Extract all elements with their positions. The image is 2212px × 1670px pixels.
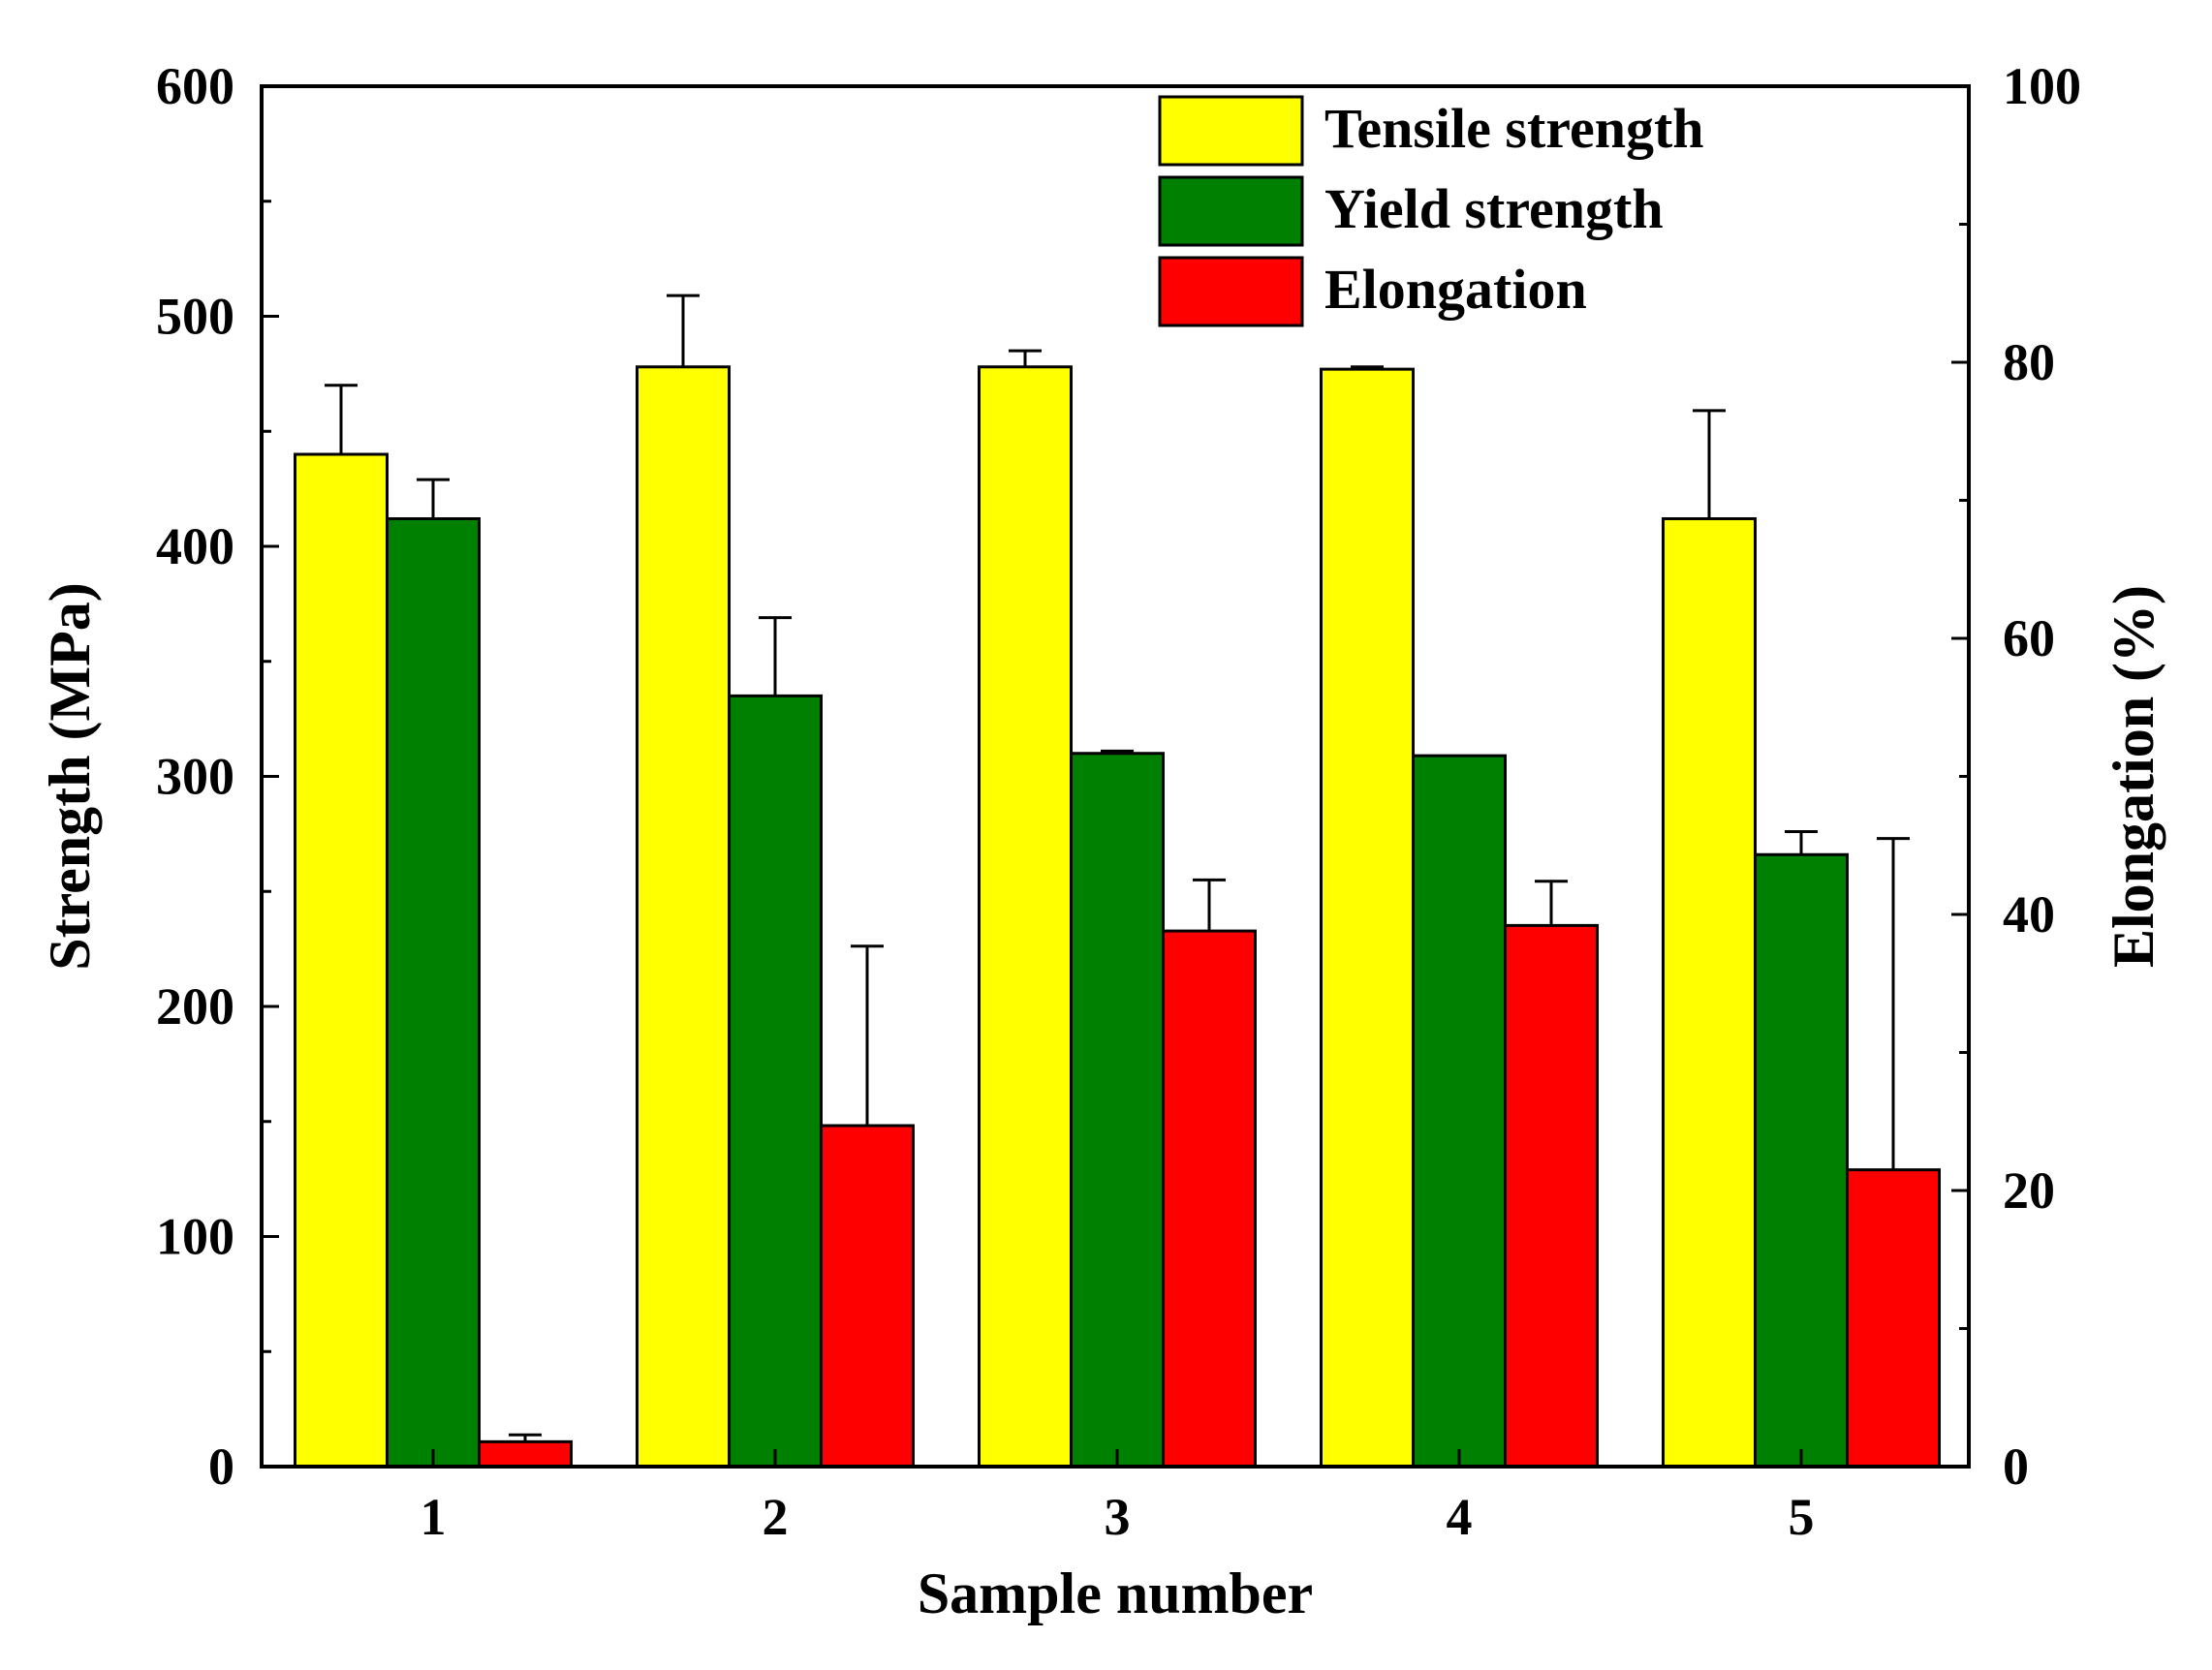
bar-elongation-sample-1 <box>478 1439 573 1469</box>
legend-swatch-yield-strength <box>1158 175 1304 247</box>
bars-layer <box>294 365 1941 1469</box>
y-right-tick-label: 100 <box>2003 57 2081 115</box>
y-left-tick-label: 200 <box>156 977 234 1036</box>
legend-label-tensile-strength: Tensile strength <box>1324 97 1704 160</box>
bar-elongation-sample-4 <box>1504 923 1599 1469</box>
bar-elongation-sample-5 <box>1846 1168 1941 1469</box>
y-left-tick-label: 600 <box>156 57 234 115</box>
y-right-tick-label: 20 <box>2003 1161 2055 1220</box>
ticks-layer <box>262 84 1969 1469</box>
bar-yield-strength-sample-4 <box>1412 754 1507 1469</box>
y-right-tick-label: 0 <box>2003 1438 2029 1496</box>
y-left-tick-label: 100 <box>156 1208 234 1266</box>
x-tick-label: 5 <box>1789 1488 1815 1546</box>
y-axis-right-title: Elongation (%) <box>2102 585 2165 968</box>
y-right-tick-label: 80 <box>2003 333 2055 391</box>
x-tick-label: 3 <box>1105 1488 1131 1546</box>
bar-tensile-strength-sample-1 <box>294 452 389 1469</box>
bar-elongation-sample-3 <box>1162 929 1257 1469</box>
bar-elongation-sample-2 <box>820 1124 915 1469</box>
bar-tensile-strength-sample-4 <box>1320 367 1415 1469</box>
tick-labels-layer: 0 100 200 300 400 500 600 0 20 40 60 80 100 1 2 3 4 5 <box>156 57 2081 1546</box>
y-left-tick-label: 400 <box>156 517 234 575</box>
legend-swatch-elongation <box>1158 256 1304 327</box>
y-left-tick-label: 500 <box>156 288 234 346</box>
error-bars-layer <box>325 294 1910 1442</box>
y-right-tick-label: 40 <box>2003 885 2055 943</box>
x-axis-title: Sample number <box>918 1562 1313 1625</box>
x-tick-label: 2 <box>763 1488 789 1546</box>
legend-label-elongation: Elongation <box>1324 258 1587 321</box>
legend: Tensile strength Yield strength Elongation <box>1158 95 1704 327</box>
bar-yield-strength-sample-5 <box>1754 852 1849 1469</box>
x-tick-label: 4 <box>1447 1488 1473 1546</box>
legend-swatch-tensile-strength <box>1158 95 1304 167</box>
legend-label-yield-strength: Yield strength <box>1324 177 1664 240</box>
bar-tensile-strength-sample-3 <box>978 365 1073 1469</box>
y-left-tick-label: 300 <box>156 748 234 806</box>
y-axis-left-title: Strength (MPa) <box>38 582 102 971</box>
bar-tensile-strength-sample-2 <box>636 365 731 1469</box>
bar-yield-strength-sample-2 <box>728 694 823 1469</box>
y-right-tick-label: 60 <box>2003 609 2055 667</box>
bar-yield-strength-sample-3 <box>1070 752 1165 1469</box>
bar-yield-strength-sample-1 <box>386 517 481 1469</box>
x-tick-label: 1 <box>421 1488 447 1546</box>
bar-tensile-strength-sample-5 <box>1662 517 1757 1469</box>
y-left-tick-label: 0 <box>208 1438 234 1496</box>
